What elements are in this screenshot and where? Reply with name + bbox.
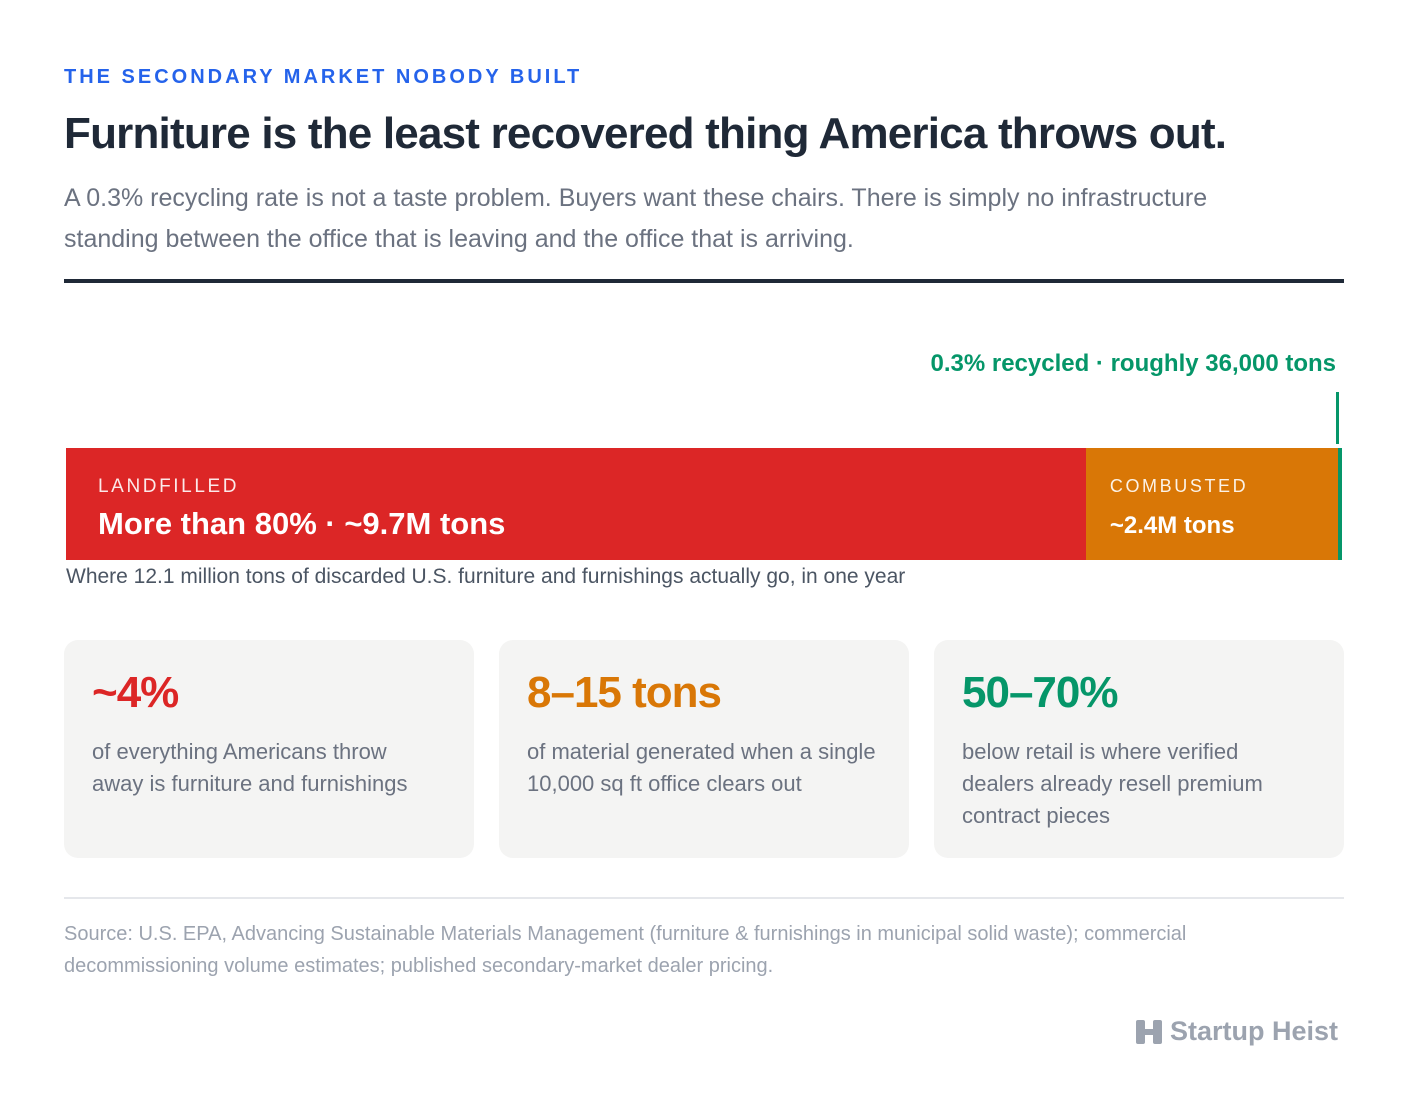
bar-segment-landfilled: LANDFILLED More than 80% · ~9.7M tons bbox=[66, 448, 1086, 560]
stat-description: of material generated when a single 10,0… bbox=[527, 739, 876, 796]
brand-logo: Startup Heist bbox=[1135, 1016, 1338, 1047]
chart-caption: Where 12.1 million tons of discarded U.S… bbox=[66, 565, 906, 588]
segment-value-combusted: ~2.4M tons bbox=[1109, 512, 1235, 539]
stat-value: 50–70% bbox=[962, 668, 1118, 717]
stat-value: ~4% bbox=[92, 668, 179, 717]
stat-description: of everything Americans throw away is fu… bbox=[92, 739, 408, 796]
bar-segment-combusted: COMBUSTED ~2.4M tons bbox=[1085, 448, 1339, 560]
segment-label-combusted: COMBUSTED bbox=[1109, 476, 1249, 496]
source-note: Source: U.S. EPA, Advancing Sustainable … bbox=[64, 923, 1187, 977]
stat-card: 8–15 tons of material generated when a s… bbox=[499, 640, 909, 858]
stat-cards: ~4% of everything Americans throw away i… bbox=[64, 640, 1344, 858]
stat-card: ~4% of everything Americans throw away i… bbox=[64, 640, 474, 858]
footer-divider bbox=[64, 897, 1344, 899]
header-divider bbox=[64, 279, 1344, 283]
eyebrow: THE SECONDARY MARKET NOBODY BUILT bbox=[64, 66, 583, 88]
recycled-annotation-line bbox=[1336, 392, 1339, 444]
recycled-annotation: 0.3% recycled · roughly 36,000 tons bbox=[930, 350, 1336, 377]
brand-name: Startup Heist bbox=[1169, 1016, 1338, 1046]
subtitle: A 0.3% recycling rate is not a taste pro… bbox=[64, 184, 1208, 253]
stat-value: 8–15 tons bbox=[527, 668, 722, 717]
stat-description: below retail is where verified dealers a… bbox=[962, 739, 1263, 828]
startup-heist-logo-icon bbox=[1135, 1019, 1162, 1044]
segment-value-landfilled: More than 80% · ~9.7M tons bbox=[98, 506, 506, 541]
bar-segment-recycled bbox=[1338, 448, 1342, 560]
page-title: Furniture is the least recovered thing A… bbox=[64, 109, 1227, 158]
stacked-bar-chart: LANDFILLED More than 80% · ~9.7M tons CO… bbox=[66, 448, 1342, 560]
segment-label-landfilled: LANDFILLED bbox=[98, 476, 240, 497]
stat-card: 50–70% below retail is where verified de… bbox=[934, 640, 1344, 858]
